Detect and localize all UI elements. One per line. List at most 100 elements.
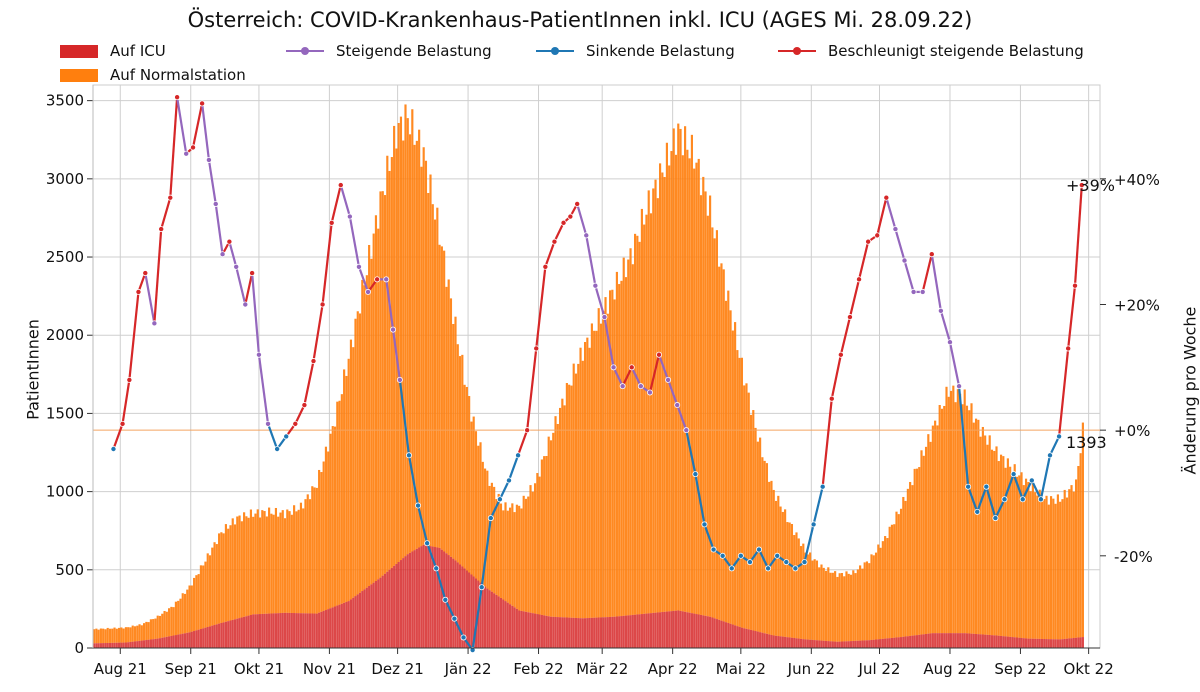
- change-line-segment: [612, 366, 624, 387]
- bar-icu: [115, 642, 118, 648]
- bar-icu: [356, 594, 359, 648]
- bar-normal: [333, 426, 337, 607]
- bar-icu: [788, 637, 791, 648]
- bar-normal: [902, 496, 905, 637]
- bar-icu: [1002, 636, 1005, 648]
- bar-icu: [172, 635, 175, 648]
- bar-icu: [743, 628, 746, 648]
- bar-icu: [515, 608, 518, 648]
- bar-normal: [997, 461, 1000, 636]
- bar-icu: [618, 616, 621, 648]
- bar-normal: [638, 241, 641, 615]
- bar-icu: [579, 618, 582, 648]
- bar-normal: [724, 300, 728, 623]
- bar-normal: [233, 524, 237, 620]
- bar-normal: [249, 509, 253, 615]
- change-point: [365, 288, 372, 295]
- change-line-segment: [137, 272, 147, 293]
- change-point: [533, 345, 540, 352]
- bar-normal: [497, 493, 500, 597]
- bar-normal: [599, 323, 603, 618]
- bar-normal: [620, 280, 623, 617]
- change-line-segment: [885, 197, 897, 230]
- change-line-segment: [876, 197, 888, 236]
- legend-marker-accelerating: [778, 45, 816, 57]
- bar-normal: [738, 357, 741, 627]
- bar-icu: [652, 612, 655, 648]
- bar-icu: [245, 616, 248, 648]
- bar-icu: [672, 610, 675, 648]
- bar-icu: [706, 616, 709, 648]
- change-point: [765, 565, 772, 572]
- bar-icu: [813, 640, 816, 648]
- bar-normal: [838, 573, 841, 642]
- bar-normal: [824, 570, 828, 641]
- bar-icu: [631, 614, 634, 648]
- bar-icu: [388, 569, 391, 648]
- change-point: [728, 565, 735, 572]
- change-point: [424, 540, 431, 547]
- bar-normal: [556, 423, 559, 618]
- bar-normal: [772, 489, 775, 636]
- change-point: [328, 219, 335, 226]
- bar-normal: [281, 510, 284, 613]
- bar-icu: [213, 624, 216, 648]
- bar-icu: [197, 629, 200, 648]
- bar-icu: [502, 599, 505, 648]
- bar-normal: [229, 525, 232, 621]
- bar-normal: [177, 600, 180, 635]
- change-line-segment: [803, 524, 815, 563]
- bar-normal: [527, 496, 530, 613]
- bar-normal: [220, 532, 223, 623]
- bar-normal: [261, 510, 264, 614]
- bar-icu: [595, 617, 598, 648]
- bar-icu: [354, 596, 357, 648]
- bar-icu: [734, 625, 737, 648]
- bar-icu: [113, 642, 116, 648]
- change-point: [346, 213, 353, 220]
- bar-icu: [381, 575, 384, 648]
- bar-icu: [238, 618, 241, 648]
- bar-normal: [799, 546, 803, 639]
- y-tick-label: 1500: [46, 404, 84, 422]
- change-line-segment: [228, 241, 238, 268]
- bar-icu: [888, 638, 891, 648]
- bar-normal: [563, 405, 566, 618]
- bar-icu: [233, 619, 237, 648]
- bar-normal: [706, 215, 709, 617]
- bar-normal: [845, 571, 848, 642]
- change-line-segment: [894, 228, 906, 261]
- bar-icu: [383, 573, 387, 648]
- x-tick-label: Sep 22: [994, 660, 1046, 678]
- bar-normal: [406, 118, 409, 555]
- bar-icu: [586, 618, 589, 648]
- bar-normal: [1049, 496, 1053, 640]
- bar-normal: [947, 396, 950, 634]
- bar-icu: [272, 613, 275, 648]
- x-tick-label: Apr 22: [648, 660, 698, 678]
- bar-icu: [695, 614, 698, 648]
- bar-normal: [634, 233, 637, 615]
- bar-icu: [177, 634, 180, 648]
- change-line-segment: [603, 316, 615, 368]
- bar-icu: [145, 640, 148, 648]
- bar-icu: [604, 617, 607, 648]
- bar-icu: [190, 631, 193, 648]
- bar-normal: [202, 565, 205, 629]
- bar-normal: [990, 449, 994, 636]
- bar-icu: [945, 633, 948, 648]
- bar-icu: [243, 616, 246, 648]
- bar-icu: [124, 642, 127, 648]
- bar-normal: [143, 623, 146, 641]
- bar-normal: [147, 622, 150, 640]
- bar-icu: [702, 615, 705, 648]
- bar-icu: [522, 611, 525, 648]
- bar-normal: [793, 535, 796, 639]
- bar-normal: [468, 396, 471, 573]
- bar-normal: [654, 179, 657, 613]
- bar-icu: [97, 643, 100, 648]
- bar-icu: [974, 633, 978, 648]
- change-point: [560, 219, 567, 226]
- bar-icu: [415, 548, 418, 648]
- bar-icu: [277, 613, 280, 648]
